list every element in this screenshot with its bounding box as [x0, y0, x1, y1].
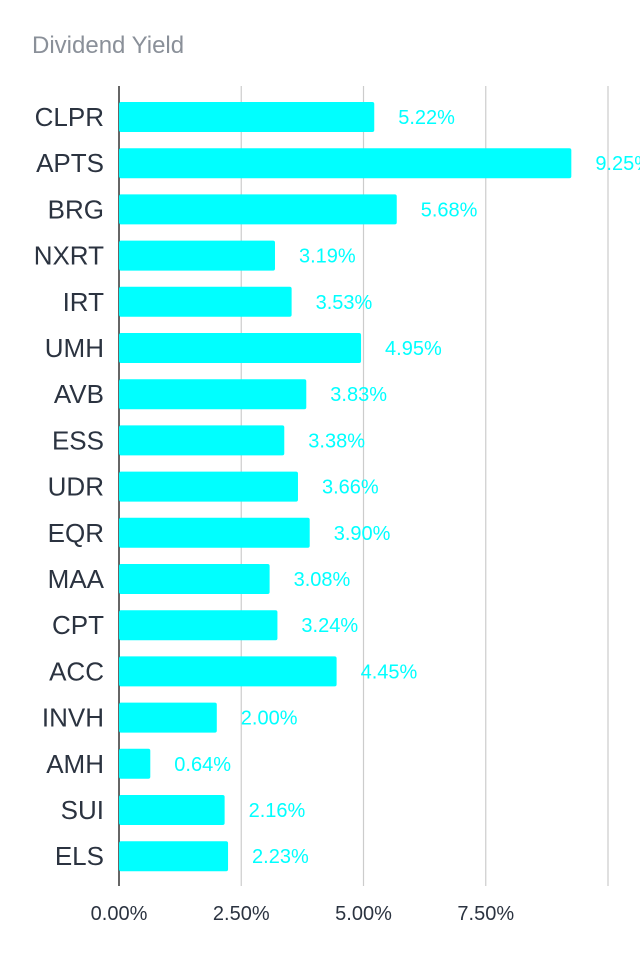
category-label: EQR — [48, 518, 104, 548]
value-label: 2.16% — [249, 800, 306, 822]
value-label: 3.08% — [294, 569, 351, 591]
value-label: 3.19% — [299, 246, 356, 268]
category-label: SUI — [61, 795, 104, 825]
chart-title: Dividend Yield — [32, 32, 185, 59]
value-labels: 5.22% 9.25% 5.68% 3.19% 3.53% 4.95% 3.83% 3.38%… — [174, 107, 640, 868]
bar — [119, 102, 375, 132]
bar — [119, 841, 229, 872]
value-label: 2.23% — [252, 846, 309, 868]
value-label: 3.90% — [334, 523, 391, 545]
bar — [119, 748, 151, 779]
value-label: 4.45% — [361, 661, 418, 683]
category-label: CPT — [52, 610, 104, 640]
bar — [119, 148, 572, 179]
bar — [119, 517, 310, 548]
bar — [119, 425, 285, 456]
value-label: 5.22% — [398, 107, 455, 129]
bar — [119, 194, 397, 225]
category-label: MAA — [48, 564, 105, 594]
category-label: ELS — [55, 841, 104, 871]
category-label: INVH — [42, 703, 104, 733]
bar — [119, 702, 217, 733]
x-tick-labels: 0.00% 2.50% 5.00% 7.50% — [91, 903, 515, 925]
value-label: 3.38% — [308, 430, 365, 452]
bar — [119, 286, 292, 317]
category-label: IRT — [63, 287, 105, 317]
category-label: ESS — [52, 425, 104, 455]
bar — [119, 333, 362, 363]
bar — [119, 564, 270, 594]
x-tick-label: 7.50% — [457, 903, 514, 925]
bar — [119, 379, 307, 410]
category-label: UDR — [48, 472, 104, 502]
value-label: 3.83% — [330, 384, 387, 406]
value-label: 0.64% — [174, 754, 231, 776]
bar — [119, 240, 275, 271]
category-label: CLPR — [35, 102, 104, 132]
value-label: 3.66% — [322, 477, 379, 499]
bar — [119, 610, 278, 641]
category-labels: CLPR APTS BRG NXRT IRT UMH AVB ESS UDR EQR MAA CPT A… — [34, 102, 105, 871]
x-tick-label: 0.00% — [91, 903, 148, 925]
category-label: NXRT — [34, 241, 104, 271]
category-label: ACC — [49, 656, 104, 686]
category-label: UMH — [45, 333, 104, 363]
value-label: 9.25% — [595, 153, 640, 175]
bar — [119, 471, 298, 502]
x-tick-label: 5.00% — [335, 903, 392, 925]
value-label: 4.95% — [385, 338, 442, 360]
category-label: AVB — [54, 379, 104, 409]
category-label: APTS — [36, 148, 104, 178]
bar — [119, 656, 337, 687]
value-label: 2.00% — [241, 708, 298, 730]
value-label: 3.24% — [301, 615, 358, 637]
value-label: 5.68% — [421, 199, 478, 221]
bar — [119, 795, 225, 825]
category-label: BRG — [48, 194, 104, 224]
bars — [119, 102, 572, 872]
category-label: AMH — [46, 749, 104, 779]
value-label: 3.53% — [316, 292, 373, 314]
x-tick-label: 2.50% — [213, 903, 270, 925]
